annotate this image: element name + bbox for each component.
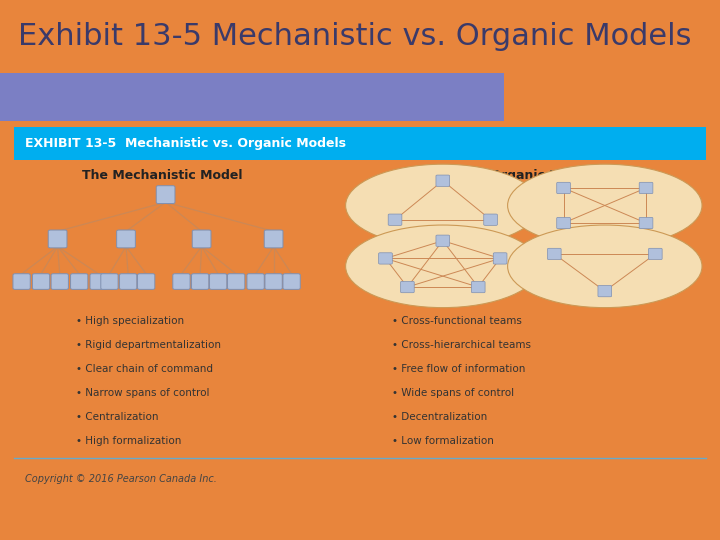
Text: • Cross-hierarchical teams: • Cross-hierarchical teams: [392, 340, 531, 350]
Ellipse shape: [346, 164, 540, 247]
FancyBboxPatch shape: [547, 248, 561, 260]
Ellipse shape: [346, 225, 540, 308]
Ellipse shape: [508, 164, 702, 247]
FancyBboxPatch shape: [138, 274, 155, 289]
Text: • Free flow of information: • Free flow of information: [392, 364, 526, 374]
FancyBboxPatch shape: [90, 274, 107, 289]
FancyBboxPatch shape: [120, 274, 137, 289]
FancyBboxPatch shape: [247, 274, 264, 289]
FancyBboxPatch shape: [557, 183, 570, 194]
FancyBboxPatch shape: [388, 214, 402, 225]
FancyBboxPatch shape: [436, 175, 449, 186]
FancyBboxPatch shape: [32, 274, 50, 289]
FancyBboxPatch shape: [264, 230, 283, 248]
FancyBboxPatch shape: [192, 274, 209, 289]
FancyBboxPatch shape: [557, 218, 570, 228]
Text: • Cross-functional teams: • Cross-functional teams: [392, 316, 522, 326]
FancyBboxPatch shape: [117, 230, 135, 248]
FancyBboxPatch shape: [14, 127, 706, 160]
Text: • Rigid departmentalization: • Rigid departmentalization: [76, 340, 220, 350]
FancyBboxPatch shape: [71, 274, 88, 289]
Text: • Low formalization: • Low formalization: [392, 436, 494, 446]
Text: The Mechanistic Model: The Mechanistic Model: [82, 168, 242, 181]
FancyBboxPatch shape: [484, 214, 498, 225]
Text: • Centralization: • Centralization: [76, 412, 158, 422]
Text: EXHIBIT 13-5  Mechanistic vs. Organic Models: EXHIBIT 13-5 Mechanistic vs. Organic Mod…: [25, 137, 346, 150]
Text: • Wide spans of control: • Wide spans of control: [392, 388, 515, 398]
FancyBboxPatch shape: [265, 274, 282, 289]
FancyBboxPatch shape: [101, 274, 118, 289]
FancyBboxPatch shape: [639, 183, 653, 194]
Text: • Decentralization: • Decentralization: [392, 412, 487, 422]
FancyBboxPatch shape: [173, 274, 190, 289]
FancyBboxPatch shape: [400, 281, 414, 293]
Text: Copyright © 2016 Pearson Canada Inc.: Copyright © 2016 Pearson Canada Inc.: [25, 474, 217, 484]
FancyBboxPatch shape: [283, 274, 300, 289]
FancyBboxPatch shape: [192, 230, 211, 248]
Text: • Clear chain of command: • Clear chain of command: [76, 364, 212, 374]
Text: Exhibit 13-5 Mechanistic vs. Organic Models: Exhibit 13-5 Mechanistic vs. Organic Mod…: [18, 22, 691, 51]
FancyBboxPatch shape: [210, 274, 227, 289]
FancyBboxPatch shape: [156, 186, 175, 204]
FancyBboxPatch shape: [493, 253, 507, 264]
FancyBboxPatch shape: [436, 235, 449, 246]
Text: • High specialization: • High specialization: [76, 316, 184, 326]
FancyBboxPatch shape: [639, 218, 653, 228]
FancyBboxPatch shape: [472, 281, 485, 293]
FancyBboxPatch shape: [598, 286, 612, 297]
Text: The Organic Model: The Organic Model: [460, 168, 591, 181]
Text: • Narrow spans of control: • Narrow spans of control: [76, 388, 209, 398]
Text: • High formalization: • High formalization: [76, 436, 181, 446]
FancyBboxPatch shape: [379, 253, 392, 264]
FancyBboxPatch shape: [649, 248, 662, 260]
FancyBboxPatch shape: [0, 73, 504, 121]
FancyBboxPatch shape: [13, 274, 30, 289]
Ellipse shape: [508, 225, 702, 308]
FancyBboxPatch shape: [48, 230, 67, 248]
FancyBboxPatch shape: [51, 274, 68, 289]
FancyBboxPatch shape: [228, 274, 245, 289]
